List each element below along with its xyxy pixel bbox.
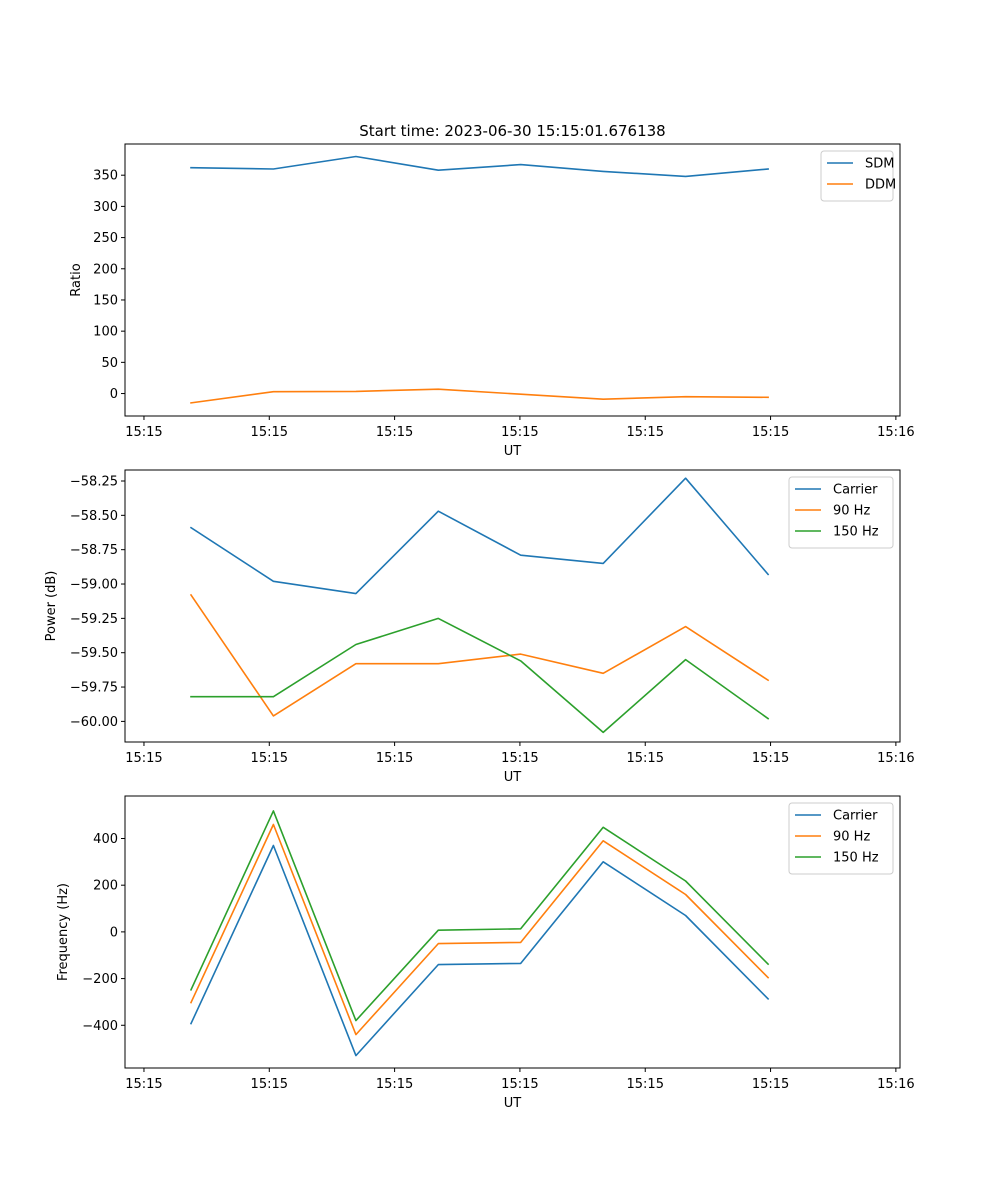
x-tick-label: 15:15 — [251, 751, 288, 766]
y-tick-label: −58.25 — [70, 474, 118, 489]
x-axis-label: UT — [504, 1096, 522, 1111]
y-tick-label: 0 — [110, 925, 118, 940]
y-tick-label: 400 — [93, 832, 118, 847]
x-axis-label: UT — [504, 770, 522, 785]
y-tick-label: −59.50 — [70, 646, 118, 661]
series-line-150-hz — [190, 617, 770, 734]
legend-entry: 150 Hz — [833, 851, 879, 866]
legend-entry: DDM — [865, 178, 896, 193]
series-line-90-hz — [189, 823, 770, 1036]
x-tick-label: 15:15 — [125, 1077, 162, 1092]
x-tick-label: 15:15 — [752, 751, 789, 766]
y-tick-label: −400 — [82, 1019, 118, 1034]
y-tick-label: −200 — [82, 972, 118, 987]
plot-frame — [124, 469, 901, 743]
x-tick-label: 15:16 — [877, 425, 914, 440]
plot-frame — [124, 795, 901, 1069]
x-tick-label: 15:15 — [627, 751, 664, 766]
series-line-sdm — [190, 155, 769, 178]
series-line-carrier — [189, 844, 770, 1057]
x-tick-label: 15:15 — [125, 751, 162, 766]
x-tick-label: 15:16 — [877, 1077, 914, 1092]
x-tick-label: 15:15 — [251, 425, 288, 440]
x-tick-label: 15:15 — [752, 1077, 789, 1092]
series-line-150-hz — [189, 810, 770, 1022]
legend-entry: Carrier — [833, 809, 878, 824]
legend-entry: Carrier — [833, 483, 878, 498]
x-tick-label: 15:15 — [251, 1077, 288, 1092]
plot-frame — [124, 143, 901, 417]
x-tick-label: 15:15 — [125, 425, 162, 440]
y-tick-label: −58.75 — [70, 543, 118, 558]
chart-ratio: 15:15 15:15 15:15 15:15 15:15 15:15 15:16 0 50 10… — [69, 122, 915, 459]
chart-power: 15:15 15:15 15:15 15:15 15:15 15:15 15:16 −60.0… — [44, 469, 915, 785]
legend: Carrier 90 Hz 150 Hz — [788, 476, 894, 549]
y-tick-label: 150 — [93, 293, 118, 308]
y-axis-label: Power (dB) — [44, 571, 59, 642]
x-axis-label: UT — [504, 444, 522, 459]
legend-entry: 90 Hz — [833, 830, 870, 845]
y-tick-label: −58.50 — [70, 509, 118, 524]
y-tick-label: 300 — [93, 200, 118, 215]
y-tick-label: 250 — [93, 231, 118, 246]
y-tick-label: 350 — [93, 169, 118, 184]
x-tick-label: 15:15 — [501, 1077, 538, 1092]
y-tick-label: −59.25 — [70, 612, 118, 627]
y-tick-label: 0 — [110, 387, 118, 402]
y-tick-label: 200 — [93, 879, 118, 894]
x-tick-label: 15:15 — [376, 1077, 413, 1092]
x-tick-label: 15:15 — [627, 1077, 664, 1092]
x-tick-label: 15:15 — [501, 425, 538, 440]
x-tick-label: 15:16 — [877, 751, 914, 766]
panels: 15:15 15:15 15:15 15:15 15:15 15:15 15:16 0 50 10… — [44, 122, 915, 1111]
y-tick-label: −59.75 — [70, 681, 118, 696]
y-tick-label: 100 — [93, 325, 118, 340]
x-tick-label: 15:15 — [627, 425, 664, 440]
x-tick-label: 15:15 — [376, 425, 413, 440]
legend-entry: 90 Hz — [833, 504, 870, 519]
legend: SDM DDM — [820, 150, 896, 202]
y-tick-label: 50 — [101, 356, 118, 371]
series-line-carrier — [189, 477, 770, 595]
series-line-90-hz — [189, 593, 770, 717]
chart-frequency: 15:15 15:15 15:15 15:15 15:15 15:15 15:16 −400 −… — [56, 795, 915, 1111]
legend: Carrier 90 Hz 150 Hz — [788, 802, 894, 875]
legend-entry: SDM — [865, 157, 894, 172]
chart-title: Start time: 2023-06-30 15:15:01.676138 — [359, 122, 665, 140]
series-line-ddm — [190, 388, 769, 404]
y-tick-label: −60.00 — [70, 715, 118, 730]
x-tick-label: 15:15 — [501, 751, 538, 766]
y-axis-label: Frequency (Hz) — [56, 883, 71, 981]
y-tick-label: −59.00 — [70, 578, 118, 593]
legend-entry: 150 Hz — [833, 525, 879, 540]
x-tick-label: 15:15 — [376, 751, 413, 766]
y-axis-label: Ratio — [69, 263, 84, 296]
y-tick-label: 200 — [93, 262, 118, 277]
x-tick-label: 15:15 — [752, 425, 789, 440]
